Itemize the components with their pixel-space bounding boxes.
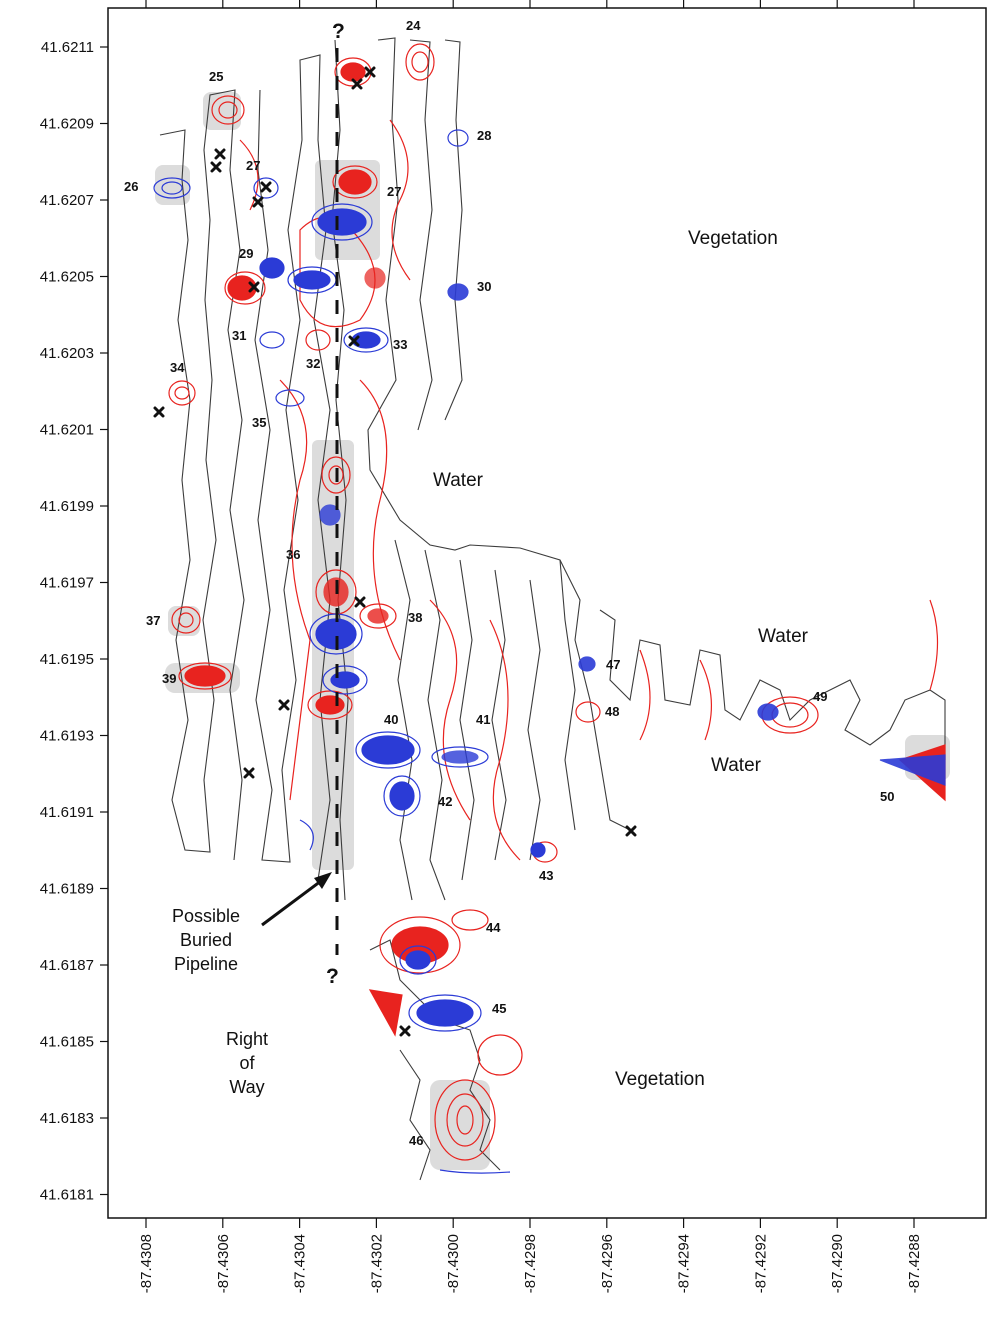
pipeline-callout-line-2: Buried	[180, 930, 232, 950]
x-tick-label: -87.4290	[829, 1234, 846, 1293]
right-of-way-line-2: of	[239, 1053, 255, 1073]
anomaly-label: 36	[286, 547, 300, 562]
y-tick-label: 41.6191	[40, 804, 94, 821]
anomaly-label: 28	[477, 128, 491, 143]
y-tick-label: 41.6181	[40, 1187, 94, 1204]
vegetation-top-label: Vegetation	[688, 228, 778, 249]
anomaly-label: 48	[605, 704, 619, 719]
y-tick-label: 41.6187	[40, 957, 94, 974]
pipeline-callout-arrow	[261, 876, 326, 927]
x-tick-label: -87.4300	[445, 1234, 462, 1293]
y-tick-label: 41.6211	[41, 39, 94, 56]
anomaly-highlights	[155, 92, 950, 1170]
anomaly-label: 46	[409, 1133, 423, 1148]
x-tick-label: -87.4304	[292, 1234, 309, 1293]
anomaly-label: 30	[477, 279, 491, 294]
water-center-label: Water	[433, 470, 484, 491]
y-tick-label: 41.6207	[40, 192, 94, 209]
x-tick-label: -87.4296	[599, 1234, 616, 1293]
x-tick-label: -87.4298	[522, 1234, 539, 1293]
water-right-bottom-label: Water	[711, 755, 762, 776]
anomaly-label: 38	[408, 610, 422, 625]
y-tick-label: 41.6193	[40, 728, 94, 745]
y-tick-label: 41.6201	[40, 422, 94, 439]
y-tick-label: 41.6185	[40, 1034, 94, 1051]
question-mark-top: ?	[332, 20, 345, 43]
right-of-way-line-1: Right	[226, 1029, 268, 1049]
anomaly-label: 25	[209, 69, 223, 84]
x-tick-label: -87.4302	[368, 1234, 385, 1293]
right-of-way-line-3: Way	[229, 1077, 264, 1097]
anomaly-label: 29	[239, 246, 253, 261]
anomaly-label: 39	[162, 671, 176, 686]
anomaly-label: 35	[252, 415, 266, 430]
anomaly-label: 43	[539, 868, 553, 883]
anomaly-label: 49	[813, 689, 827, 704]
question-mark-bottom: ?	[326, 965, 339, 988]
y-tick-label: 41.6203	[40, 345, 94, 362]
anomaly-label: 34	[170, 360, 185, 375]
anomaly-label: 27	[246, 158, 260, 173]
y-axis: 41.6211 41.6209 41.6207 41.6205 41.6203 41.62…	[40, 39, 108, 1204]
anomaly-label: 41	[476, 712, 490, 727]
anomaly-label: 37	[146, 613, 160, 628]
survey-tracks	[159, 37, 946, 1181]
x-markers	[153, 66, 637, 1037]
y-tick-label: 41.6189	[40, 881, 94, 898]
anomaly-label: 33	[393, 337, 407, 352]
y-tick-label: 41.6205	[40, 269, 94, 286]
anomaly-label: 45	[492, 1001, 506, 1016]
y-tick-label: 41.6195	[40, 651, 94, 668]
negative-contours	[153, 129, 946, 1174]
anomaly-labels: 24 25 26 27 27 28 29 30 31 32 33 34 35 36 37 38 39 40 41 42…	[124, 18, 894, 1148]
anomaly-label: 24	[406, 18, 421, 33]
x-tick-label: -87.4294	[676, 1234, 693, 1293]
anomaly-label: 44	[486, 920, 501, 935]
anomaly-label: 26	[124, 179, 138, 194]
anomaly-label: 27	[387, 184, 401, 199]
y-tick-label: 41.6183	[40, 1110, 94, 1127]
plot-frame	[107, 7, 987, 1219]
pipeline-callout-line-3: Pipeline	[174, 954, 238, 974]
anomaly-label: 40	[384, 712, 398, 727]
anomaly-label: 32	[306, 356, 320, 371]
anomaly-label: 42	[438, 794, 452, 809]
water-right-top-label: Water	[758, 626, 809, 647]
x-tick-label: -87.4292	[752, 1234, 769, 1293]
anomaly-label: 47	[606, 657, 620, 672]
x-axis: -87.4308 -87.4306 -87.4304 -87.4302 -87.4300…	[138, 0, 923, 1293]
pipeline-callout-line-1: Possible	[172, 906, 240, 926]
pipeline-callout-arrowhead	[314, 872, 332, 889]
y-tick-label: 41.6209	[40, 116, 94, 133]
anomaly-label: 31	[232, 328, 246, 343]
x-tick-label: -87.4308	[138, 1234, 155, 1293]
x-tick-label: -87.4288	[906, 1234, 923, 1293]
y-tick-label: 41.6199	[40, 498, 94, 515]
anomaly-label: 50	[880, 789, 894, 804]
y-tick-label: 41.6197	[40, 575, 94, 592]
x-tick-label: -87.4306	[215, 1234, 232, 1293]
vegetation-bottom-label: Vegetation	[615, 1069, 705, 1090]
